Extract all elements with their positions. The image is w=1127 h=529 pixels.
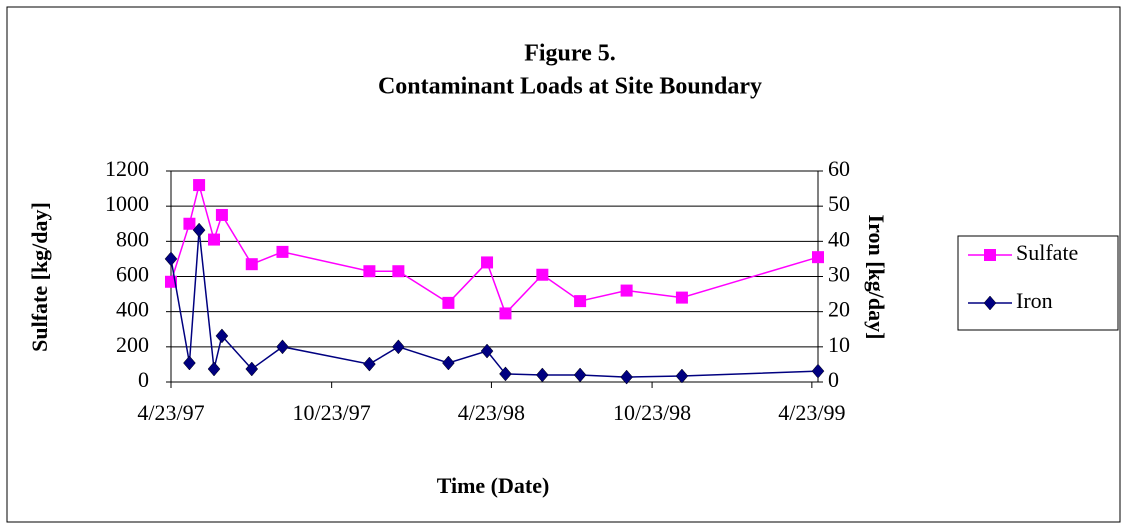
- legend-label: Sulfate: [1016, 240, 1078, 265]
- marker: [811, 363, 825, 379]
- y-tick-label: 200: [116, 332, 149, 357]
- x-tick-label: 10/23/97: [293, 400, 371, 425]
- marker: [363, 356, 376, 372]
- marker: [164, 251, 178, 267]
- marker: [499, 366, 512, 382]
- chart-subtitle: Contaminant Loads at Site Boundary: [378, 74, 762, 100]
- marker: [442, 296, 455, 309]
- marker: [536, 367, 549, 383]
- y-tick-label: 1000: [105, 191, 149, 216]
- marker: [183, 355, 196, 371]
- marker: [812, 251, 824, 264]
- legend-marker: [983, 295, 997, 311]
- marker: [481, 256, 494, 269]
- marker: [620, 369, 633, 385]
- chart-title: Figure 5.: [524, 41, 616, 67]
- marker: [208, 233, 221, 246]
- x-tick-label: 4/23/98: [458, 400, 525, 425]
- marker: [573, 367, 587, 383]
- marker: [499, 307, 512, 320]
- y2-tick-label: 60: [828, 156, 850, 181]
- marker: [207, 361, 221, 377]
- marker: [536, 268, 549, 281]
- marker: [192, 222, 206, 238]
- marker: [675, 291, 688, 304]
- y-tick-label: 600: [116, 262, 149, 287]
- y-axis-title: Sulfate [kg/day]: [27, 202, 52, 352]
- y2-tick-label: 30: [828, 262, 850, 287]
- marker: [363, 265, 376, 278]
- chart-border: [6, 6, 1121, 523]
- marker: [183, 217, 196, 230]
- marker: [245, 361, 259, 377]
- marker: [215, 328, 229, 344]
- y2-tick-label: 20: [828, 297, 850, 322]
- y2-axis-title: Iron [kg/day]: [864, 215, 889, 340]
- y2-tick-label: 50: [828, 191, 850, 216]
- y2-tick-label: 10: [828, 332, 850, 357]
- y-tick-label: 1200: [105, 156, 149, 181]
- marker: [620, 284, 633, 297]
- marker: [276, 245, 289, 258]
- marker: [392, 265, 405, 278]
- y-tick-label: 0: [138, 367, 149, 392]
- y2-tick-label: 40: [828, 226, 850, 251]
- legend-marker: [984, 249, 996, 261]
- x-axis-title: Time (Date): [437, 473, 550, 498]
- y2-tick-label: 0: [828, 367, 839, 392]
- y-tick-label: 400: [116, 297, 149, 322]
- y-tick-label: 800: [116, 226, 149, 251]
- legend-label: Iron: [1016, 288, 1053, 313]
- marker: [442, 355, 455, 371]
- marker: [480, 343, 494, 359]
- marker: [193, 179, 206, 192]
- x-tick-label: 4/23/97: [137, 400, 204, 425]
- marker: [276, 339, 289, 355]
- x-tick-label: 10/23/98: [613, 400, 691, 425]
- marker: [245, 258, 258, 271]
- marker: [675, 368, 689, 384]
- marker: [574, 295, 587, 308]
- marker: [392, 339, 405, 355]
- x-tick-label: 4/23/99: [778, 400, 845, 425]
- marker: [215, 208, 228, 221]
